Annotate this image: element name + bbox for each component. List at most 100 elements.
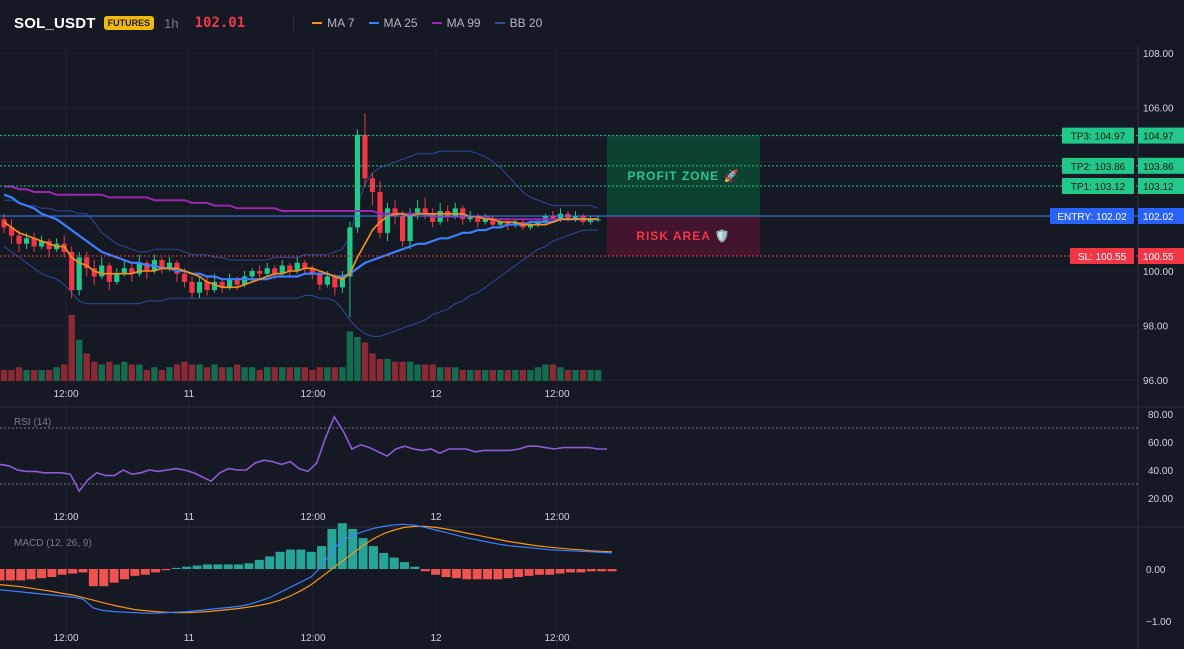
macd-histogram-bar (275, 551, 285, 569)
macd-histogram-bar (140, 569, 150, 575)
time-tick-label: 12:00 (544, 633, 569, 644)
volume-bar (361, 342, 369, 381)
level-lines (0, 135, 1138, 257)
rsi-tick-label: 80.00 (1148, 410, 1173, 421)
axis-price-tag-tp2 (1138, 157, 1184, 174)
volume-bar (279, 367, 286, 381)
volume-bar (459, 370, 466, 381)
ma7-line (3, 213, 599, 289)
candle-body (181, 273, 188, 282)
candle-body (31, 238, 37, 247)
candle-body (279, 265, 285, 274)
volume-bar (436, 367, 444, 381)
volume-bar (98, 364, 105, 381)
legend-ma25[interactable]: MA 25 (368, 16, 418, 30)
interval-selector[interactable]: 1h (164, 15, 179, 31)
candle-body (76, 257, 82, 291)
volume-bar (256, 370, 263, 381)
candle-body (234, 279, 240, 285)
macd-histogram-bar (327, 528, 337, 569)
macd-histogram-bar (514, 569, 524, 578)
legend-ma99[interactable]: MA 99 (431, 16, 481, 30)
volume-bar (316, 367, 324, 381)
macd-histogram-bar (99, 569, 109, 587)
candle-body (587, 219, 594, 222)
volume-bar (60, 364, 68, 381)
macd-histogram-bar (171, 567, 181, 569)
level-tag-tp2 (1062, 157, 1134, 174)
macd-histogram-bar (119, 569, 129, 580)
volume-bar (474, 370, 481, 381)
volume-bar (421, 364, 429, 381)
volume-bar (15, 367, 23, 381)
candle-body (219, 281, 225, 288)
moving-averages (3, 185, 599, 289)
volume-bar (557, 367, 564, 381)
rsi-tick-label: 40.00 (1148, 466, 1173, 477)
volume-bar (301, 367, 308, 381)
time-tick-label: 12 (430, 633, 442, 644)
symbol-name[interactable]: SOL_USDT (14, 14, 96, 32)
candle-body (407, 213, 413, 242)
candle-body (354, 134, 361, 228)
macd-histogram-bar (202, 564, 212, 569)
macd-histogram-bar (389, 557, 399, 569)
level-tag-text-tp1: TP1: 103.12 (1071, 182, 1126, 193)
level-tag-sl (1070, 248, 1134, 265)
volume-bar (579, 370, 587, 381)
rsi-line (0, 415, 607, 493)
time-tick-label: 12 (430, 512, 442, 523)
level-tag-text-entry: ENTRY: 102.02 (1057, 212, 1127, 223)
rsi-pane: RSI (14) 80.00 60.00 40.00 20.00 (0, 410, 1173, 505)
candle-body (527, 224, 533, 228)
candle-body (347, 227, 353, 277)
legend-ma7[interactable]: MA 7 (312, 16, 355, 30)
legend-bb20[interactable]: BB 20 (494, 16, 542, 30)
candle-body (565, 213, 571, 220)
volume-bar (188, 364, 196, 381)
macd-histogram-bar (534, 569, 544, 575)
candle-body (324, 276, 330, 285)
volume-bar (181, 361, 188, 381)
candle-body (114, 273, 120, 282)
macd-histogram-bar (5, 569, 15, 581)
volume-bar (0, 370, 8, 381)
profit-zone[interactable] (607, 135, 760, 216)
level-tag-text-tp2: TP2: 103.86 (1071, 162, 1126, 173)
volume-bar (444, 367, 451, 381)
axis-price-text-sl: 100.55 (1143, 252, 1174, 263)
volume-bar (376, 359, 384, 381)
rsi-tick-label: 60.00 (1148, 438, 1173, 449)
volume-bar (286, 367, 293, 381)
macd-histogram-bar (462, 569, 472, 580)
volume-bar (587, 370, 594, 381)
axis-price-tag-sl (1138, 248, 1184, 265)
macd-histogram-bar (0, 569, 5, 581)
macd-histogram-bar (68, 569, 78, 574)
ma25-line (3, 193, 599, 281)
candle-body (129, 268, 135, 274)
macd-histogram-bar (109, 569, 119, 583)
candle-body (23, 238, 30, 244)
risk-zone[interactable] (607, 215, 760, 257)
volume-bar (248, 367, 256, 381)
macd-histogram-bar (597, 569, 607, 572)
candle-body (99, 265, 105, 277)
macd-histogram-bar (358, 538, 368, 569)
volume-bar (564, 370, 572, 381)
macd-histogram-bar (244, 563, 254, 569)
macd-histogram-bar (524, 569, 534, 576)
candle-body (159, 260, 165, 269)
axis-price-text-entry: 102.02 (1143, 212, 1174, 223)
macd-histogram-bar (130, 569, 140, 576)
macd-histogram-bar (410, 566, 420, 569)
candle-body (1, 219, 7, 228)
time-tick-label: 12:00 (53, 389, 78, 400)
price-tick-label: 98.00 (1143, 322, 1168, 333)
macd-histogram-bar (26, 569, 36, 580)
header-divider (293, 15, 295, 31)
volume-bar (294, 367, 301, 381)
macd-histogram-bar (285, 549, 295, 569)
volume-bar (572, 370, 579, 381)
